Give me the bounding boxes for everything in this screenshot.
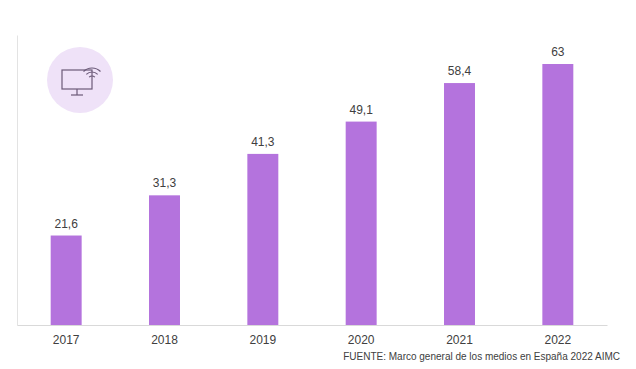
icon-wave: [86, 72, 97, 74]
icon: [47, 47, 113, 113]
x-tick: 2018: [151, 333, 178, 347]
y-axis-line: [17, 36, 18, 326]
x-axis-line: [18, 325, 608, 326]
x-tick-label: 2017: [53, 333, 80, 347]
x-tick-label: 2021: [446, 333, 473, 347]
data-label: 21,6: [54, 217, 78, 231]
icon-stand: [76, 89, 77, 95]
bar: [444, 83, 475, 325]
icon-wave: [84, 68, 101, 72]
x-tick-label: 2018: [151, 333, 178, 347]
data-label: 63: [551, 45, 565, 59]
x-tick: 2020: [348, 333, 375, 347]
data-label: 41,3: [251, 135, 275, 149]
data-labels: 21,6 31,3 41,3 49,1 58,4 63: [54, 45, 564, 231]
bars: [51, 64, 574, 325]
x-axis: 2017 2018 2019 2020 2021 2022: [18, 326, 608, 347]
x-tick: 2017: [53, 333, 80, 347]
bar: [542, 64, 573, 325]
x-tick-label: 2020: [348, 333, 375, 347]
bar: [247, 154, 278, 325]
data-label: 31,3: [153, 176, 177, 190]
x-tick: 2021: [446, 333, 473, 347]
icon-base: [71, 94, 83, 95]
icon-wave: [89, 76, 95, 77]
x-tick-label: 2022: [544, 333, 571, 347]
icon-circle: [47, 47, 113, 113]
x-tick: 2022: [544, 333, 571, 347]
x-tick-label: 2019: [249, 333, 276, 347]
bar: [149, 195, 180, 325]
data-label: 49,1: [349, 103, 373, 117]
chart: 2017 2018 2019 2020 2021 2022 21,6 31,3 41,3 49,1…: [0, 0, 636, 369]
x-tick: 2019: [249, 333, 276, 347]
bar: [51, 236, 82, 325]
bar: [346, 122, 377, 325]
data-label: 58,4: [448, 64, 472, 78]
source: FUENTE: Marco general de los medios en E…: [343, 351, 620, 362]
y-axis: [17, 36, 18, 326]
